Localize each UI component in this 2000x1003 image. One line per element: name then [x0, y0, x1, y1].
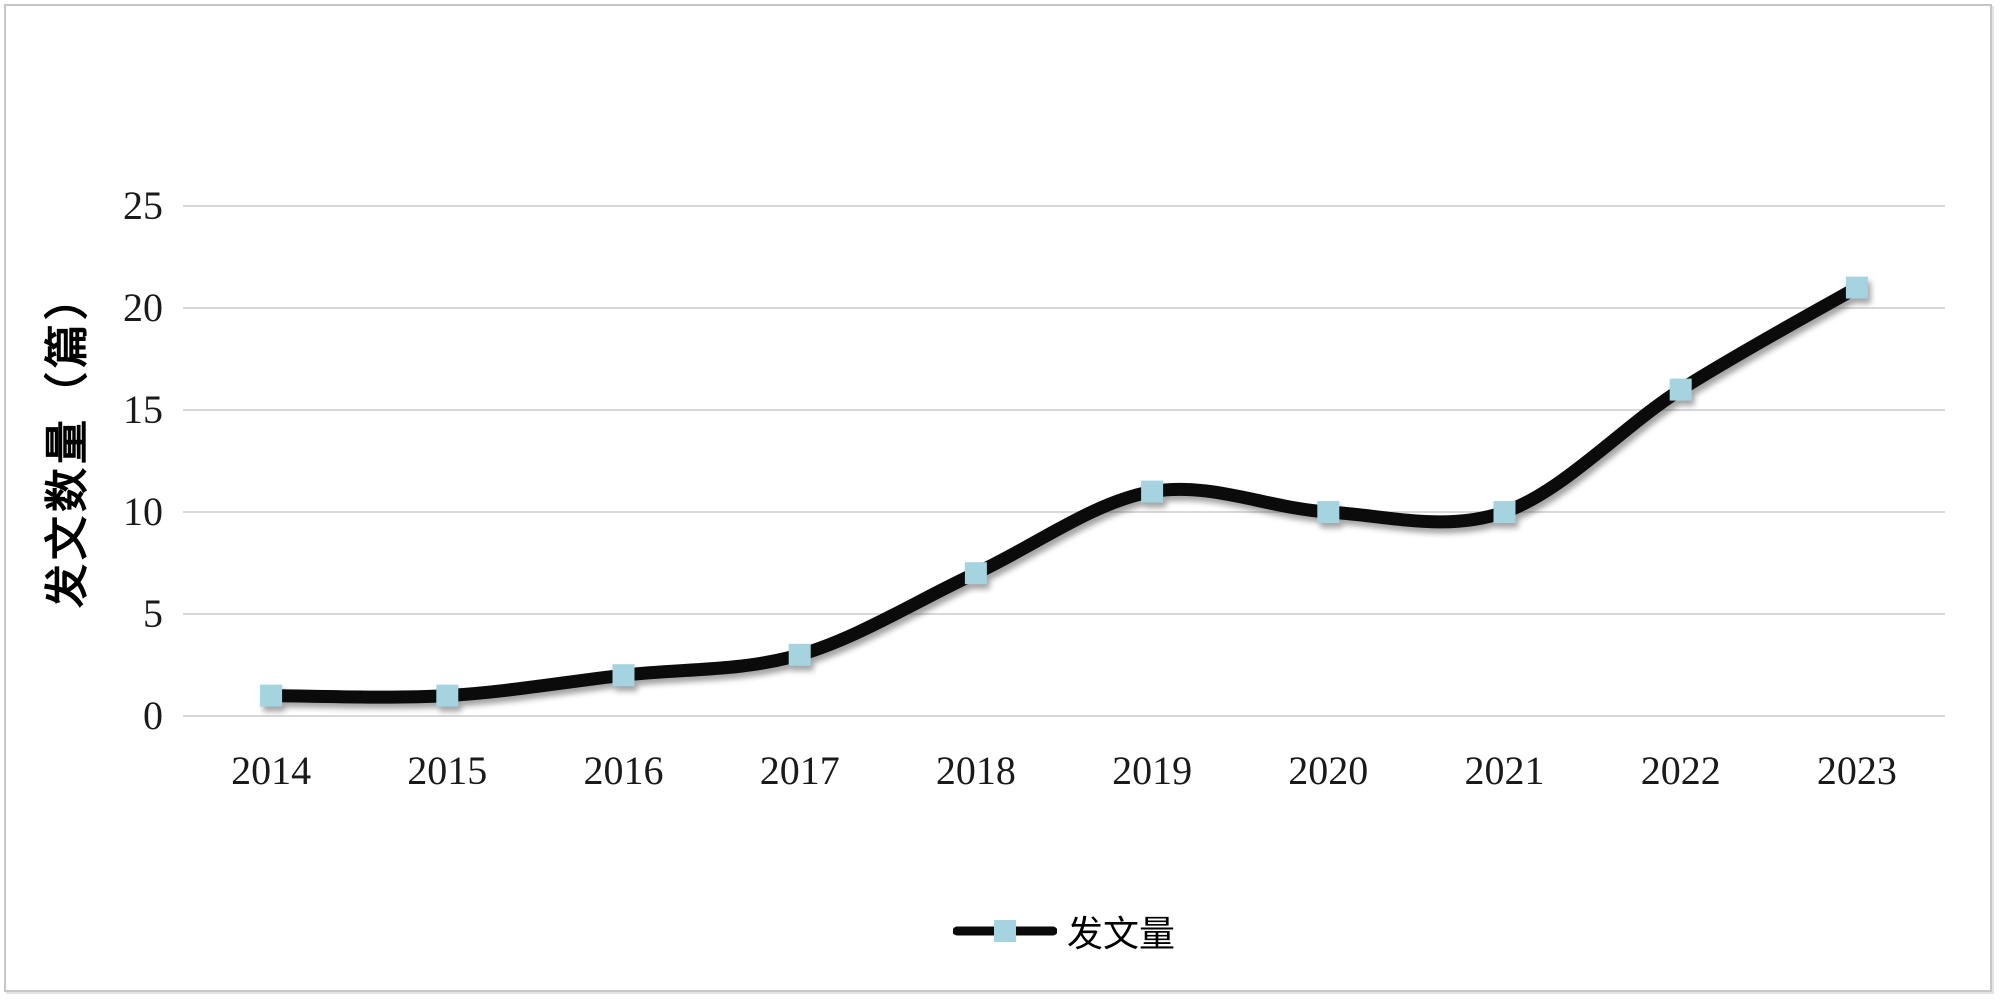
data-point-marker [964, 562, 987, 585]
x-tick-label: 2018 [936, 748, 1016, 793]
x-tick-label: 2014 [231, 748, 311, 793]
y-tick-label: 0 [143, 693, 163, 738]
legend-label: 发文量 [1066, 914, 1175, 954]
y-axis-tick-labels: 0 5 10 15 20 25 [123, 183, 163, 738]
x-tick-label: 2022 [1641, 748, 1721, 793]
data-point-marker [1493, 501, 1516, 523]
legend: 发文量 [183, 903, 1945, 959]
data-point-marker [788, 643, 811, 666]
x-tick-label: 2021 [1465, 748, 1545, 793]
y-tick-label: 15 [123, 387, 163, 432]
x-tick-label: 2015 [407, 748, 487, 793]
chart-frame [4, 4, 1992, 992]
legend-line-marker-icon [952, 920, 1057, 942]
gridlines-group [183, 205, 1945, 717]
data-point-marker [436, 684, 459, 707]
x-axis-tick-labels: 2014 2015 2016 2017 2018 2019 2020 2021 2022 2023 [231, 748, 1897, 793]
x-tick-label: 2020 [1288, 748, 1368, 793]
y-tick-label: 10 [123, 489, 163, 534]
data-point-marker [612, 664, 635, 687]
data-point-marker [260, 684, 283, 707]
data-point-marker [1141, 480, 1164, 503]
x-tick-label: 2019 [1112, 748, 1192, 793]
x-tick-label: 2016 [584, 748, 664, 793]
x-tick-label: 2017 [760, 748, 840, 793]
y-axis-title: 发文数量（篇） [43, 272, 92, 608]
series-group [260, 276, 1868, 707]
data-point-marker [1669, 378, 1692, 401]
y-tick-label: 20 [123, 285, 163, 330]
data-point-marker [1317, 501, 1340, 523]
y-tick-label: 5 [143, 591, 163, 636]
x-tick-label: 2023 [1817, 748, 1897, 793]
series-line [264, 281, 1864, 704]
y-tick-label: 25 [123, 183, 163, 228]
data-point-marker [1845, 276, 1868, 299]
